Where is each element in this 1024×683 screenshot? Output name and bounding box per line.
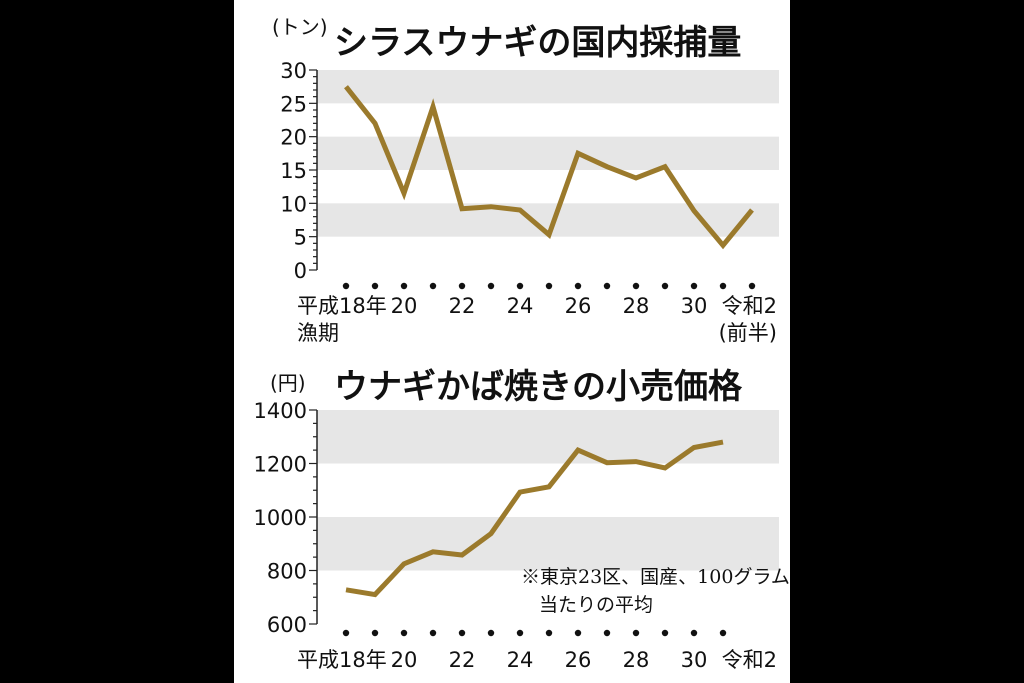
x-tick-label: 26 [565,648,592,672]
y-tick-label: 30 [280,59,307,83]
x-tick-label: 20 [391,294,418,318]
x-dot [574,282,582,290]
chart-title: シラスウナギの国内採捕量 [334,23,741,63]
y-tick-label: 0 [294,259,307,283]
x-tick-label: 22 [449,648,476,672]
series-line [345,439,724,598]
y-tick-label: 20 [280,126,307,150]
x-tick-label: 22 [449,294,476,318]
grid-band [317,410,779,464]
y-axis-unit: (トン) [272,15,328,39]
x-dot [516,629,524,637]
x-tick-label: 24 [507,648,534,672]
grid-band [317,70,779,104]
x-dot [487,629,495,637]
x-dot [545,282,553,290]
x-tick-label: 平成18年 [297,648,387,672]
x-tick-label: 28 [623,648,650,672]
x-tick-label: 24 [507,294,534,318]
x-dot [603,282,611,290]
x-dot [458,629,466,637]
x-dot [661,282,669,290]
x-dot [719,629,727,637]
x-tick-label: 令和2 [722,294,777,318]
x-dot [487,282,495,290]
y-tick-label: 1200 [254,453,307,477]
x-dot [632,629,640,637]
x-tick-label: 20 [391,648,418,672]
x-dot [545,629,553,637]
y-tick-label: 600 [267,613,307,637]
x-dot [371,282,379,290]
x-dot [748,282,756,290]
x-dot [690,282,698,290]
x-tick-label: 30 [681,648,708,672]
x-dot [342,629,350,637]
x-tick-label: 26 [565,294,592,318]
x-tick-label: 平成18年 [297,294,387,318]
y-tick-label: 800 [267,560,307,584]
x-dot [400,629,408,637]
x-dot [632,282,640,290]
grid-band [317,517,779,571]
y-tick-label: 15 [280,159,307,183]
x-dot [429,629,437,637]
x-tick-label: 30 [681,294,708,318]
x-dot [458,282,466,290]
y-axis-unit: (円) [270,371,306,395]
x-tick-sublabel: 漁期 [297,321,339,345]
x-dot [371,629,379,637]
y-tick-label: 1400 [254,399,307,423]
x-dot [516,282,524,290]
x-dot [342,282,350,290]
x-tick-label: 令和2 [722,648,777,672]
annotation: ※東京23区、国産、100グラム [521,566,790,588]
x-dot [574,629,582,637]
x-dot [429,282,437,290]
chart-title: ウナギかば焼きの小売価格 [334,367,743,407]
chart-panel: 0 5 10 15 20 25 30 平成18年 20 22 24 26 28 30 令和2 漁期 (前半) シラ… [234,0,790,683]
x-tick-label: 28 [623,294,650,318]
x-dot [719,282,727,290]
y-tick-label: 10 [280,192,307,216]
annotation: 当たりの平均 [539,594,653,616]
x-tick-sublabel: (前半) [719,321,777,345]
y-tick-label: 25 [280,92,307,116]
series-line [344,85,754,250]
x-dot [400,282,408,290]
x-dot [690,629,698,637]
x-dot [603,629,611,637]
y-tick-label: 1000 [254,506,307,530]
y-tick-label: 5 [294,226,307,250]
x-dot [661,629,669,637]
